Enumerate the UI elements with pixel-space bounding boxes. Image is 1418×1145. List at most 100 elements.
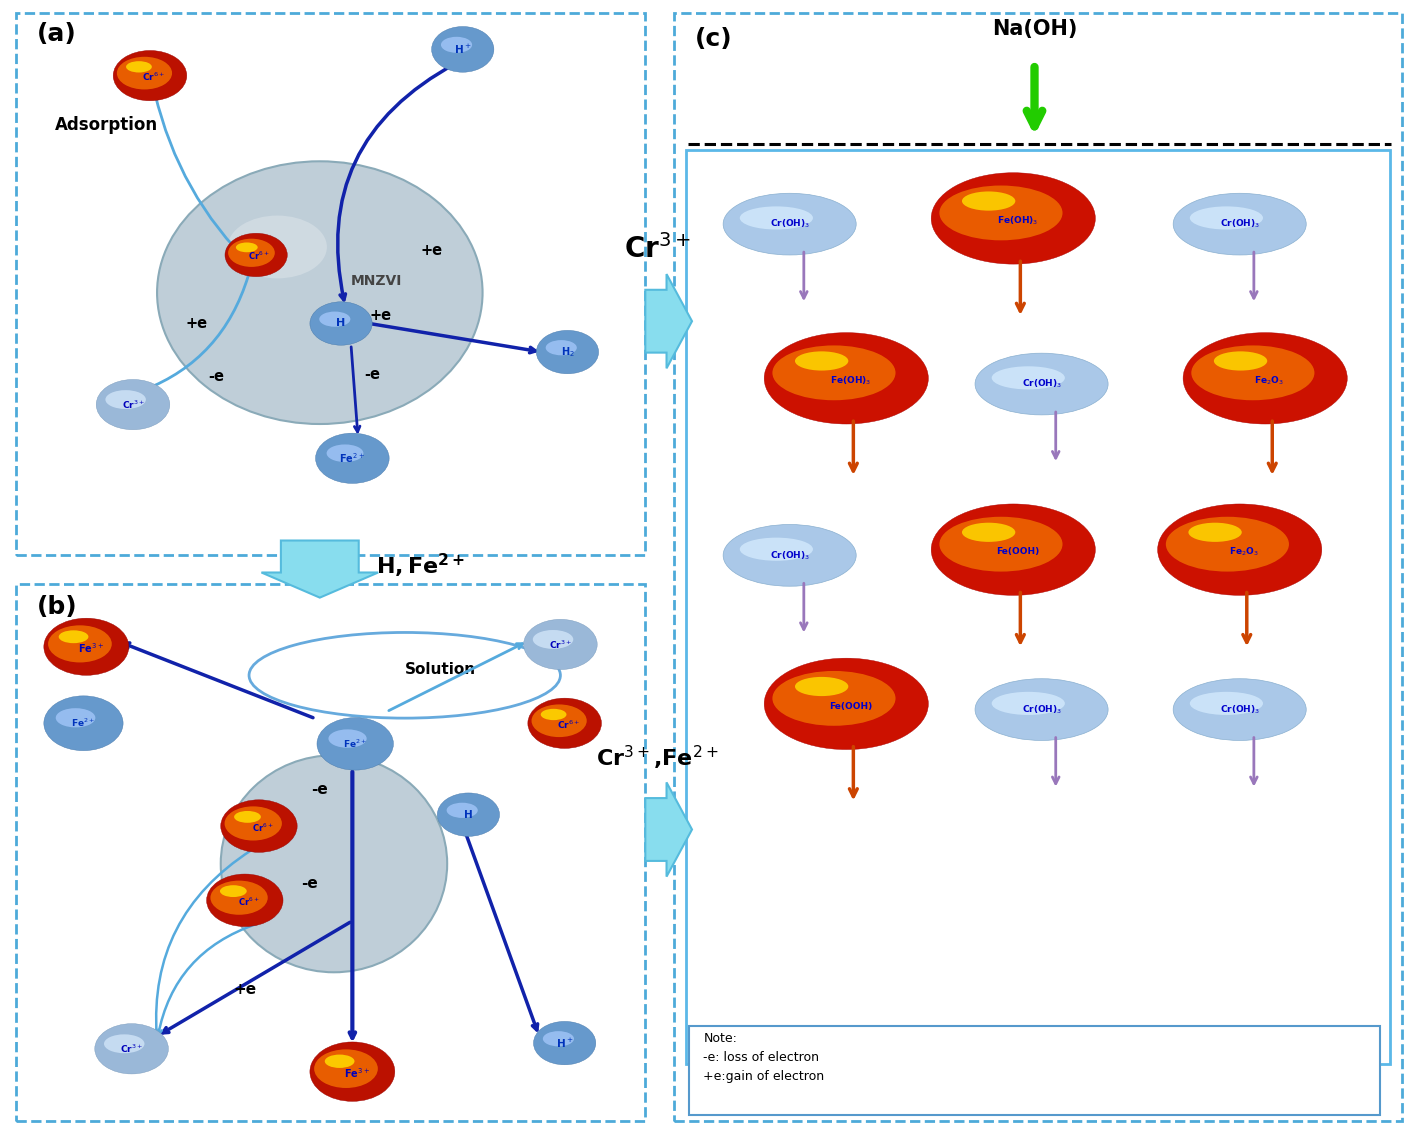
Text: Cr$^{6+}$: Cr$^{6+}$ bbox=[557, 718, 580, 731]
Ellipse shape bbox=[316, 433, 389, 483]
Ellipse shape bbox=[1173, 194, 1306, 255]
Text: +e: +e bbox=[233, 982, 257, 997]
Ellipse shape bbox=[523, 619, 597, 670]
Ellipse shape bbox=[221, 800, 298, 852]
Ellipse shape bbox=[795, 352, 848, 371]
Ellipse shape bbox=[228, 238, 275, 267]
Ellipse shape bbox=[318, 718, 393, 771]
Text: -e: -e bbox=[312, 782, 328, 797]
Ellipse shape bbox=[740, 206, 813, 229]
Text: Cr$^{3+}$: Cr$^{3+}$ bbox=[624, 235, 691, 264]
Text: H$^+$: H$^+$ bbox=[454, 42, 472, 56]
Text: Fe$_2$O$_3$: Fe$_2$O$_3$ bbox=[1255, 374, 1285, 387]
Text: Cr(OH)$_3$: Cr(OH)$_3$ bbox=[1219, 218, 1259, 230]
Ellipse shape bbox=[540, 709, 566, 720]
Ellipse shape bbox=[48, 625, 112, 663]
Text: Cr(OH)$_3$: Cr(OH)$_3$ bbox=[770, 550, 810, 561]
Text: Cr$^{6+}$: Cr$^{6+}$ bbox=[238, 895, 259, 908]
Text: Solution: Solution bbox=[404, 662, 475, 677]
Text: Fe(OH)$_3$: Fe(OH)$_3$ bbox=[830, 374, 871, 387]
Text: Cr$^{6+}$: Cr$^{6+}$ bbox=[142, 71, 164, 84]
Text: +e: +e bbox=[186, 316, 208, 331]
Ellipse shape bbox=[961, 523, 1015, 542]
Text: Na(OH): Na(OH) bbox=[991, 18, 1078, 39]
Ellipse shape bbox=[116, 57, 172, 89]
Text: Note:
-e: loss of electron
+e:gain of electron: Note: -e: loss of electron +e:gain of el… bbox=[703, 1032, 824, 1083]
Ellipse shape bbox=[441, 37, 472, 53]
Ellipse shape bbox=[44, 618, 129, 676]
Text: H: H bbox=[464, 810, 472, 820]
Text: Cr$^{3+}$: Cr$^{3+}$ bbox=[122, 398, 145, 411]
Text: (b): (b) bbox=[37, 595, 78, 619]
Ellipse shape bbox=[329, 729, 367, 748]
Text: Cr(OH)$_3$: Cr(OH)$_3$ bbox=[1021, 378, 1062, 390]
Text: H: H bbox=[336, 318, 346, 329]
Ellipse shape bbox=[939, 185, 1062, 240]
FancyArrow shape bbox=[645, 274, 692, 369]
Text: $\mathbf{H,Fe^{2+}}$: $\mathbf{H,Fe^{2+}}$ bbox=[376, 552, 465, 579]
Ellipse shape bbox=[1188, 523, 1242, 542]
Ellipse shape bbox=[95, 1024, 169, 1074]
Ellipse shape bbox=[1190, 692, 1263, 714]
Ellipse shape bbox=[532, 704, 587, 737]
Ellipse shape bbox=[723, 524, 856, 586]
Ellipse shape bbox=[773, 346, 896, 401]
Text: Adsorption: Adsorption bbox=[55, 116, 159, 134]
Ellipse shape bbox=[723, 194, 856, 255]
Ellipse shape bbox=[533, 630, 573, 649]
Text: Fe$_2$O$_3$: Fe$_2$O$_3$ bbox=[1229, 546, 1259, 559]
Ellipse shape bbox=[1190, 206, 1263, 229]
Ellipse shape bbox=[764, 333, 929, 424]
Ellipse shape bbox=[527, 698, 601, 749]
Text: Fe(OH)$_3$: Fe(OH)$_3$ bbox=[997, 214, 1038, 227]
Ellipse shape bbox=[220, 885, 247, 897]
Ellipse shape bbox=[1214, 352, 1268, 371]
Ellipse shape bbox=[224, 806, 282, 840]
Ellipse shape bbox=[235, 243, 258, 252]
Ellipse shape bbox=[961, 191, 1015, 211]
Ellipse shape bbox=[105, 390, 146, 409]
Ellipse shape bbox=[126, 61, 152, 72]
Text: Fe$^{3+}$: Fe$^{3+}$ bbox=[78, 641, 104, 655]
Text: (a): (a) bbox=[37, 22, 77, 46]
Ellipse shape bbox=[210, 881, 268, 915]
Text: -e: -e bbox=[364, 368, 380, 382]
Text: (c): (c) bbox=[695, 26, 733, 50]
Ellipse shape bbox=[932, 173, 1095, 264]
Text: Cr$^{6+}$: Cr$^{6+}$ bbox=[252, 821, 274, 834]
Ellipse shape bbox=[44, 696, 123, 751]
Text: Cr$^{3+}$,Fe$^{2+}$: Cr$^{3+}$,Fe$^{2+}$ bbox=[596, 743, 719, 772]
Text: Cr(OH)$_3$: Cr(OH)$_3$ bbox=[770, 218, 810, 230]
Ellipse shape bbox=[543, 1032, 574, 1047]
Text: MNZVI: MNZVI bbox=[350, 275, 403, 289]
Text: Fe(OOH): Fe(OOH) bbox=[828, 702, 872, 711]
Ellipse shape bbox=[991, 366, 1065, 389]
Ellipse shape bbox=[104, 1034, 145, 1053]
Ellipse shape bbox=[311, 1042, 394, 1101]
Ellipse shape bbox=[319, 311, 350, 326]
Ellipse shape bbox=[795, 677, 848, 696]
Text: +e: +e bbox=[370, 308, 391, 323]
Ellipse shape bbox=[1191, 346, 1314, 401]
Text: Fe(OOH): Fe(OOH) bbox=[995, 547, 1039, 556]
Ellipse shape bbox=[773, 671, 896, 726]
Ellipse shape bbox=[939, 516, 1062, 571]
FancyBboxPatch shape bbox=[689, 1026, 1380, 1115]
Text: Cr(OH)$_3$: Cr(OH)$_3$ bbox=[1021, 703, 1062, 716]
Ellipse shape bbox=[225, 234, 288, 277]
Text: -e: -e bbox=[208, 369, 224, 384]
Ellipse shape bbox=[976, 679, 1107, 741]
Ellipse shape bbox=[1173, 679, 1306, 741]
Text: Fe$^{3+}$: Fe$^{3+}$ bbox=[343, 1066, 370, 1080]
Ellipse shape bbox=[546, 340, 577, 355]
Text: +e: +e bbox=[421, 243, 442, 258]
Ellipse shape bbox=[325, 1055, 354, 1068]
Ellipse shape bbox=[991, 692, 1065, 714]
Ellipse shape bbox=[764, 658, 929, 750]
Ellipse shape bbox=[96, 379, 170, 429]
FancyArrow shape bbox=[645, 782, 692, 877]
Ellipse shape bbox=[207, 874, 284, 926]
Text: Cr(OH)$_3$: Cr(OH)$_3$ bbox=[1219, 703, 1259, 716]
Ellipse shape bbox=[311, 302, 372, 345]
Ellipse shape bbox=[228, 215, 328, 278]
